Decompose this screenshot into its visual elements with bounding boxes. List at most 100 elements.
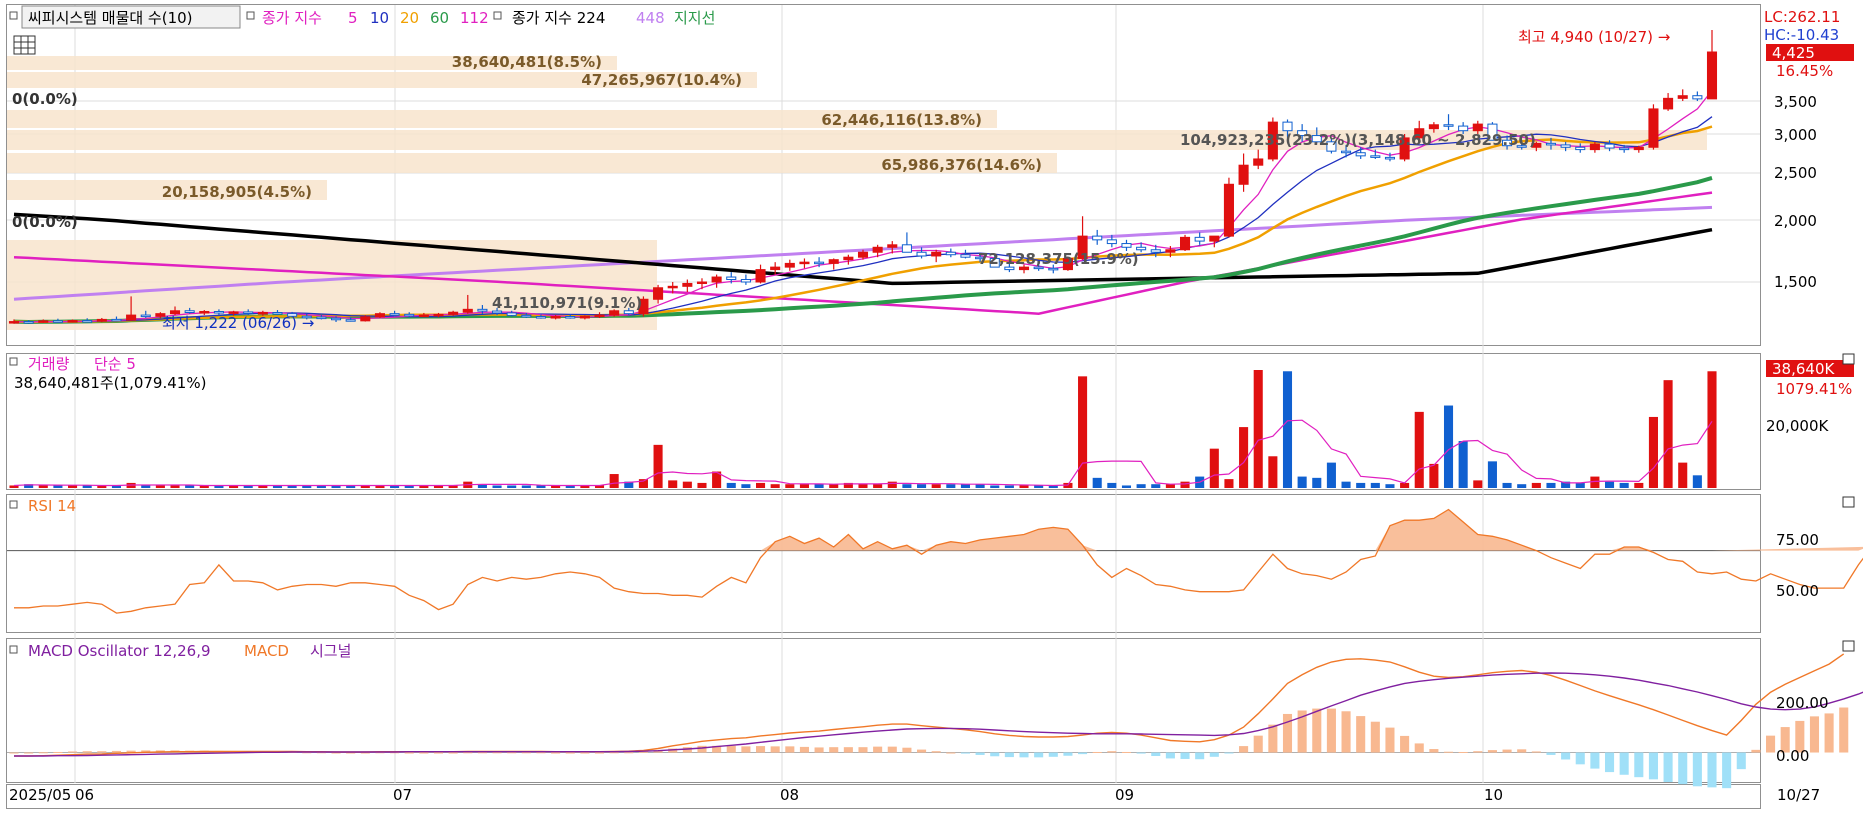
macd-oscillator-bar [1825, 713, 1834, 752]
macd-oscillator-bar [1546, 753, 1555, 755]
candle-body [536, 317, 545, 319]
volume-bar [1707, 371, 1716, 488]
candle-body [697, 282, 706, 284]
macd-oscillator-bar [1224, 753, 1233, 754]
candle-body [1356, 153, 1365, 156]
macd-oscillator-bar [39, 752, 48, 753]
volume-bar [727, 483, 736, 488]
macd-oscillator-bar [1722, 753, 1731, 789]
candle-body [390, 314, 399, 316]
macd-oscillator-bar [478, 752, 487, 753]
macd-oscillator-bar [1151, 753, 1160, 756]
x-label-07: 07 [393, 786, 412, 804]
macd-oscillator-bar [873, 747, 882, 753]
macd-oscillator-bar [1342, 711, 1351, 752]
candle-body [858, 252, 867, 257]
x-label-06: 06 [75, 786, 94, 804]
candle-body [9, 322, 18, 324]
macd-oscillator-bar [1356, 716, 1365, 752]
volume-bar [1005, 485, 1014, 488]
ma-period-10: 10 [370, 9, 389, 27]
macd-oscillator-bar [1210, 753, 1219, 757]
volume-bar [800, 484, 809, 488]
macd-oscillator-bar [858, 747, 867, 752]
macd-oscillator-bar [815, 747, 824, 752]
table-icon[interactable] [14, 36, 35, 54]
volume-bar [815, 484, 824, 488]
volume-bar [756, 483, 765, 488]
macd-oscillator-bar [800, 747, 809, 753]
volume-bar [1517, 484, 1526, 488]
candle-body [1546, 143, 1555, 145]
candle-body [1166, 250, 1175, 252]
candle-body [419, 315, 428, 317]
volume-bar [1620, 483, 1629, 488]
volume-bar [1254, 370, 1263, 488]
candle-body [1385, 157, 1394, 159]
rsi-tick-50: 50.00 [1776, 582, 1819, 600]
volume-bar [141, 485, 150, 488]
volume-bar [1678, 463, 1687, 488]
macd-oscillator-bar [434, 753, 443, 754]
macd-oscillator-bar [1561, 753, 1570, 760]
candle-body [551, 317, 560, 319]
volume-bar [858, 484, 867, 488]
volume-bar [1473, 480, 1482, 488]
macd-oscillator-bar [566, 753, 575, 754]
volume-bar [1576, 483, 1585, 488]
macd-oscillator-bar [771, 746, 780, 752]
candle-body [902, 245, 911, 252]
candle-body [83, 321, 92, 323]
volume-bar [946, 484, 955, 488]
volume-bar [1210, 449, 1219, 488]
candle-body [1459, 126, 1468, 131]
macd-oscillator-bar [493, 752, 502, 753]
signal-label: 시그널 [310, 642, 351, 660]
macd-oscillator-bar [1532, 751, 1541, 752]
volume-bar [888, 482, 897, 488]
volume-title: 거래량 [28, 355, 70, 373]
volume-bar [170, 485, 179, 488]
candle-body [1634, 147, 1643, 149]
candle-body [771, 267, 780, 269]
candle-body [1195, 237, 1204, 241]
macd-oscillator-bar [829, 747, 838, 752]
x-label-start: 2025/05 [9, 786, 71, 804]
macd-tick-200: 200.00 [1776, 694, 1829, 712]
volume-bar [1400, 483, 1409, 488]
macd-oscillator-bar [1620, 753, 1629, 775]
volume-bar [1371, 483, 1380, 488]
macd-oscillator-bar [1839, 708, 1848, 753]
macd-oscillator-bar [405, 753, 414, 754]
candle-body [1283, 122, 1292, 131]
macd-oscillator-bar [1664, 753, 1673, 782]
candle-body [346, 320, 355, 322]
price-tick-1500: 1,500 [1774, 273, 1817, 291]
candle-body [683, 283, 692, 286]
candle-body [214, 311, 223, 313]
macd-oscillator-bar [595, 753, 604, 754]
macd-oscillator-bar [756, 746, 765, 752]
volume-bar [185, 485, 194, 488]
macd-oscillator-bar [580, 753, 589, 754]
macd-oscillator-bar [844, 747, 853, 752]
volume-bar [1488, 461, 1497, 488]
macd-oscillator-bar [990, 753, 999, 757]
macd-oscillator-bar [727, 746, 736, 753]
candle-body [522, 315, 531, 317]
macd-oscillator-bar [1283, 714, 1292, 753]
candle-body [112, 319, 121, 321]
candle-body [712, 277, 721, 282]
candle-body [785, 263, 794, 267]
volume-profile-label: 65,986,376(14.6%) [881, 156, 1042, 174]
macd-oscillator-bar [1444, 752, 1453, 753]
candle-body [24, 322, 33, 324]
macd-oscillator-bar [1122, 752, 1131, 753]
macd-oscillator-bar [83, 751, 92, 752]
macd-oscillator-bar [1459, 752, 1468, 753]
vp-near-label-2: 41,110,971(9.1%) [492, 294, 642, 312]
macd-oscillator-bar [1678, 753, 1687, 785]
volume-bar [1415, 412, 1424, 488]
